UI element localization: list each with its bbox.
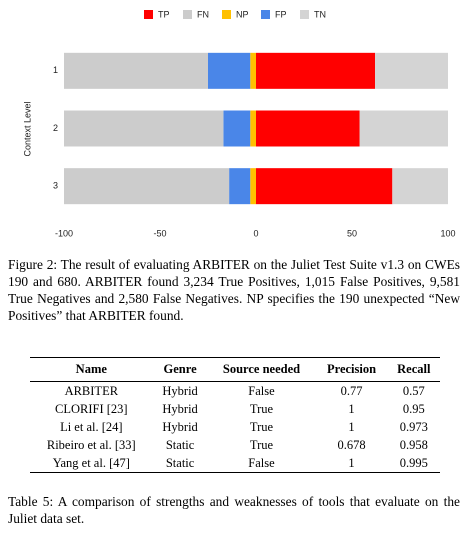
table-cell: ARBITER: [64, 383, 119, 398]
table-cell: Li et al. [24]: [60, 419, 123, 434]
table-cell: Static: [165, 455, 195, 470]
y-tick-label: 1: [53, 65, 58, 75]
table-cell: 0.57: [402, 383, 425, 398]
figure-caption: Figure 2: The result of evaluating ARBIT…: [8, 257, 460, 323]
table-cell: Hybrid: [162, 419, 198, 434]
legend-swatch: [261, 10, 270, 19]
table-row: Ribeiro et al. [33] Static True 0.678 0.958: [30, 436, 440, 454]
legend-label: NP: [236, 9, 249, 19]
table-cell: 0.958: [399, 437, 428, 452]
legend-swatch: [144, 10, 153, 19]
table-cell: 0.995: [399, 455, 428, 470]
table-cell: Hybrid: [162, 383, 198, 398]
table-header: Source needed: [207, 357, 316, 382]
bar-segment: [208, 52, 251, 89]
table-cell: CLORIFI [23]: [55, 401, 128, 416]
legend-label: FN: [197, 9, 209, 19]
table-cell: 1: [348, 419, 355, 434]
y-tick-label: 2: [53, 123, 58, 133]
bar-segment: [229, 168, 251, 205]
legend-label: TN: [314, 9, 326, 19]
x-tick-label: -50: [153, 228, 166, 238]
x-tick-label: 100: [440, 228, 455, 238]
table-row: CLORIFI [23] Hybrid True 1 0.95: [30, 400, 440, 418]
bar-segment: [250, 52, 256, 89]
table-cell: False: [248, 383, 275, 398]
table-cell: True: [249, 437, 274, 452]
bar-segment: [223, 110, 251, 147]
table-cell: Static: [165, 437, 195, 452]
table-header: Precision: [315, 357, 388, 382]
table-row: Li et al. [24] Hybrid True 1 0.973: [30, 418, 440, 436]
bar-segment: [250, 168, 256, 205]
bar-segment: [250, 110, 256, 147]
table-cell: 0.678: [337, 437, 366, 452]
bar-segment: [392, 168, 448, 205]
table-header: Name: [30, 357, 153, 382]
bar-segment: [64, 168, 230, 205]
bar-segment: [64, 52, 208, 89]
bar-segment: [256, 110, 360, 147]
x-tick-label: -100: [55, 228, 73, 238]
table-cell: True: [249, 419, 274, 434]
legend-label: TP: [158, 9, 170, 19]
legend-swatch: [222, 10, 231, 19]
bar-segment: [375, 52, 448, 89]
table-cell: 0.973: [399, 419, 428, 434]
table-cell: True: [249, 401, 274, 416]
x-tick-label: 0: [253, 228, 258, 238]
table-cell: Hybrid: [162, 401, 198, 416]
table: Name Genre Source needed Precision Recall ARB…: [30, 357, 440, 473]
bar-segment: [256, 52, 376, 89]
table-cell: False: [248, 455, 275, 470]
table-cell: 0.95: [402, 401, 425, 416]
table-cell: 1: [348, 401, 355, 416]
legend-swatch: [300, 10, 309, 19]
table-header: Genre: [152, 357, 208, 382]
table-cell: Ribeiro et al. [33]: [46, 437, 136, 452]
table-caption: Table 5: A comparison of strengths and w…: [8, 494, 460, 526]
table-cell: 1: [348, 455, 355, 470]
chart: Context Level TP FN NP FP TN -100 -50 0 50 100 1 2 3: [22, 9, 455, 238]
bar-segment: [256, 168, 393, 205]
bar-segment: [359, 110, 448, 147]
y-tick-label: 3: [53, 181, 58, 191]
y-axis-label: Context Level: [22, 101, 32, 156]
table-row: Yang et al. [47] Static False 1 0.995: [30, 454, 440, 473]
table-cell: Yang et al. [47]: [52, 455, 130, 470]
table-header: Recall: [387, 357, 440, 382]
legend-swatch: [183, 10, 192, 19]
table-cell: 0.77: [340, 383, 363, 398]
table-row: ARBITER Hybrid False 0.77 0.57: [30, 382, 440, 401]
bar-segment: [64, 110, 224, 147]
legend-label: FP: [275, 9, 287, 19]
x-tick-label: 50: [347, 228, 357, 238]
